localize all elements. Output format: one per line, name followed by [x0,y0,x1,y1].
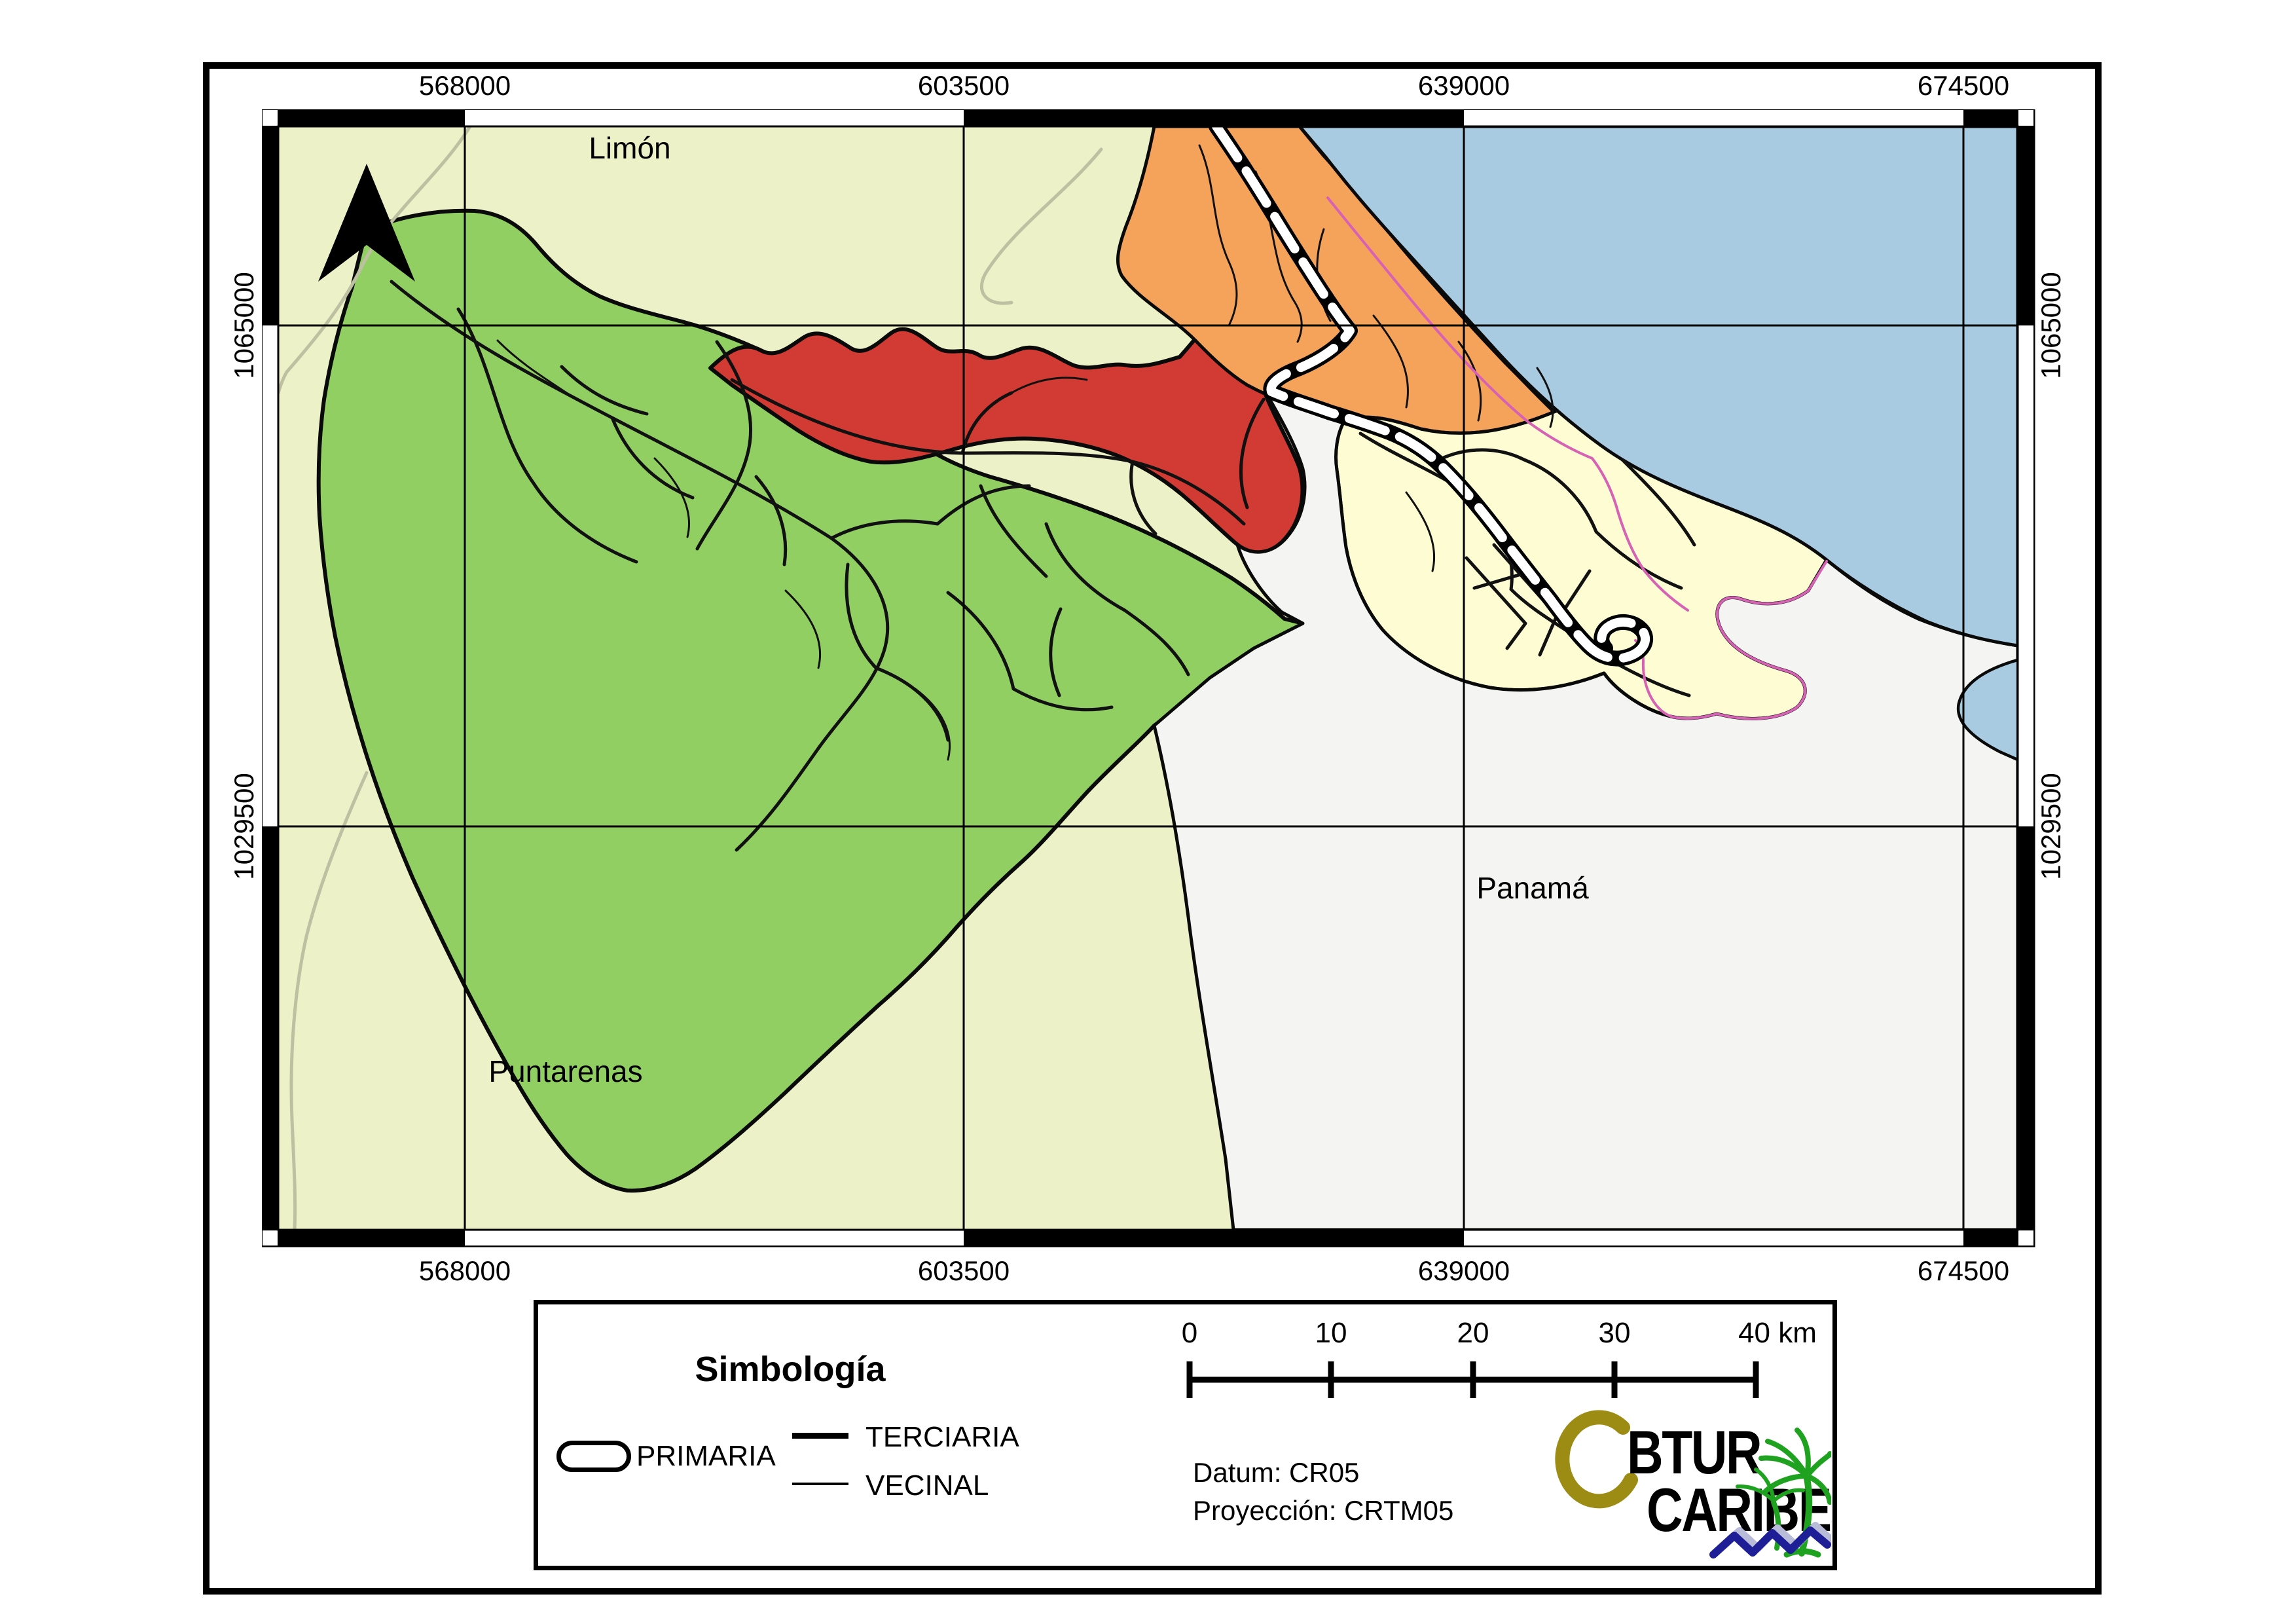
scale-bar: 0 10 20 30 40 km [1182,1317,1817,1398]
sea [1298,126,2018,648]
grid-label-top-4: 674500 [1917,70,2010,101]
roads-vecinal [496,144,1554,761]
map-canvas: Limón Panamá Puntarenas [262,109,2035,1247]
sea-lagoon [1957,658,2018,762]
label-puntarenas: Puntarenas [488,1054,642,1088]
wave-icon [1709,1522,1831,1559]
vecinal-line-icon [792,1483,848,1485]
legend-panel: Simbología PRIMARIA TERCIARIA VECINAL 0 … [534,1300,1837,1570]
pink-boundary-line [1326,196,1828,720]
scale-label-10: 10 [1315,1317,1347,1349]
legend-item-primaria: PRIMARIA [636,1440,776,1472]
grid-label-top-3: 639000 [1417,70,1510,101]
grid-label-bottom-3: 639000 [1417,1255,1510,1286]
terciaria-line-icon [792,1433,848,1439]
scale-label-0: 0 [1182,1317,1197,1349]
projection-text: Proyección: CRTM05 [1193,1495,1454,1526]
palm-tree-icon [1736,1428,1831,1558]
grid-label-right-2: 1029500 [2035,773,2066,880]
scale-label-40km: 40 km [1738,1317,1817,1349]
datum-text: Datum: CR05 [1193,1457,1360,1488]
primaria-road-symbol-icon [556,1441,631,1472]
credits-block: Datum: CR05 Proyección: CRTM05 [1193,1454,1453,1530]
grid-label-left-1: 1065000 [228,272,259,379]
legend-item-terciaria: TERCIARIA [866,1421,1019,1453]
grid-label-right-1: 1065000 [2035,272,2066,379]
label-limon: Limón [589,131,670,165]
grid-label-bottom-2: 603500 [917,1255,1010,1286]
grid-label-top-1: 568000 [418,70,511,101]
logo-o-ring-icon [1555,1410,1638,1509]
label-panama: Panamá [1476,871,1589,905]
scale-label-30: 30 [1599,1317,1631,1349]
logo-word-top: BTUR [1627,1418,1762,1487]
obtur-caribe-logo: BTUR CARIBE [1555,1410,1831,1559]
grid-lines [278,126,2018,1230]
road-primaria [1209,126,1654,667]
grid-label-left-2: 1029500 [228,773,259,880]
grid-label-bottom-4: 674500 [1917,1255,2010,1286]
neatline-frame [262,109,2035,1247]
legend-title: Simbología [695,1350,886,1389]
legend-item-vecinal: VECINAL [866,1469,989,1502]
grid-label-top-2: 603500 [917,70,1010,101]
rivers [278,126,1103,1230]
grid-label-bottom-1: 568000 [418,1255,511,1286]
north-arrow-icon [318,164,415,282]
scale-label-20: 20 [1457,1317,1489,1349]
